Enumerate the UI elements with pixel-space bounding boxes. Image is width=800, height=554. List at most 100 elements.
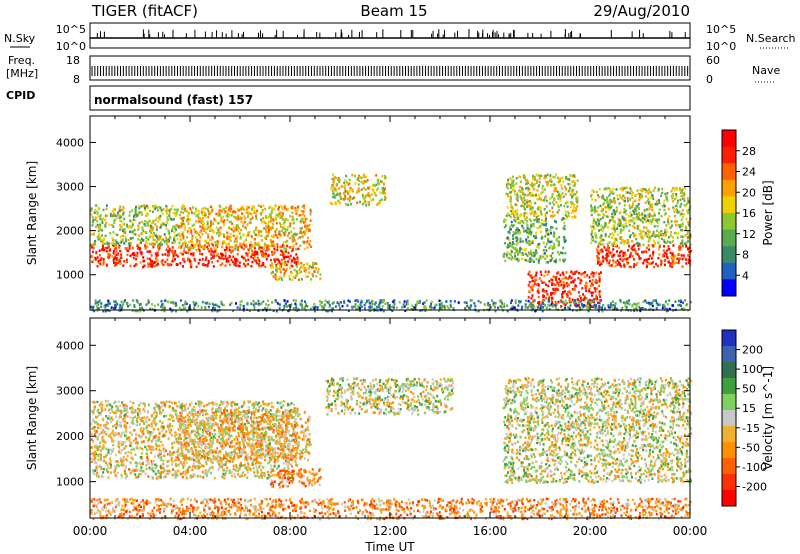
power-cell — [334, 201, 337, 204]
power-cell — [257, 232, 260, 235]
power-cell — [275, 213, 278, 217]
power-cell — [635, 263, 638, 267]
power-cell — [541, 309, 544, 313]
power-cell — [262, 262, 265, 265]
power-cell — [260, 302, 263, 305]
power-cell — [173, 240, 176, 243]
power-cell — [627, 249, 629, 252]
power-cell — [339, 201, 342, 205]
power-cell — [424, 305, 427, 308]
power-cell — [179, 217, 182, 220]
power-cell — [142, 239, 145, 242]
power-cell — [529, 274, 532, 277]
power-cell — [202, 207, 205, 210]
power-cell — [115, 263, 118, 266]
power-cell — [141, 308, 144, 311]
power-cell — [96, 235, 99, 239]
power-cell — [273, 258, 276, 261]
power-cell — [283, 247, 286, 251]
power-cell — [119, 228, 122, 231]
power-cell — [221, 220, 224, 223]
power-cell — [228, 238, 231, 241]
power-cell — [333, 179, 335, 182]
power-cell — [161, 243, 164, 246]
power-cell — [304, 230, 307, 233]
power-cell — [569, 174, 572, 177]
power-cell — [182, 252, 184, 256]
power-cell — [637, 247, 640, 251]
power-cell — [106, 304, 109, 307]
power-cell — [264, 265, 267, 268]
power-colorbar-label: Power [dB] — [761, 180, 775, 245]
power-cell — [547, 303, 550, 307]
power-cell — [358, 179, 360, 183]
power-cell — [528, 303, 531, 307]
power-cell — [100, 302, 103, 305]
power-cell — [626, 238, 629, 242]
power-cell — [345, 203, 348, 206]
power-cell — [107, 242, 110, 245]
power-cell — [241, 212, 244, 215]
power-cell — [646, 246, 648, 250]
power-cell — [275, 218, 278, 221]
power-cell — [666, 191, 669, 195]
power-cell — [194, 259, 197, 262]
power-cell — [268, 220, 271, 224]
power-cell — [505, 214, 508, 218]
power-cell — [592, 275, 595, 278]
power-cell — [313, 310, 316, 313]
power-cell — [633, 235, 636, 238]
power-cell — [228, 206, 231, 210]
power-cell — [300, 304, 303, 307]
power-cell — [182, 231, 185, 234]
power-cell — [602, 304, 605, 307]
power-cell — [302, 210, 305, 213]
power-cell — [247, 258, 250, 261]
power-cell — [280, 234, 283, 238]
power-cell — [513, 211, 516, 214]
power-cell — [592, 239, 595, 242]
power-cell — [99, 236, 102, 239]
power-cell — [303, 206, 306, 210]
power-cell — [605, 187, 608, 190]
power-cell — [544, 245, 547, 248]
power-cell — [343, 299, 345, 303]
power-cell — [633, 309, 636, 313]
power-cell — [564, 193, 567, 196]
power-cell — [174, 250, 177, 253]
power-cell — [613, 224, 616, 227]
power-cell — [517, 231, 520, 235]
power-cell — [571, 180, 574, 183]
power-cell — [645, 265, 648, 269]
power-cell — [563, 280, 566, 284]
power-cell — [570, 201, 573, 204]
power-cell — [211, 236, 214, 240]
power-cell — [598, 229, 601, 232]
power-cell — [554, 278, 557, 281]
power-cell — [313, 262, 315, 266]
power-cell — [313, 270, 316, 273]
power-cell — [184, 227, 187, 230]
power-cell — [440, 304, 443, 308]
power-cell — [104, 246, 107, 250]
power-cell — [246, 254, 249, 258]
power-cell — [665, 241, 668, 245]
power-cell — [521, 240, 524, 243]
power-cell — [304, 224, 307, 227]
power-cell — [531, 279, 534, 283]
power-cell — [624, 301, 627, 305]
power-cell — [218, 227, 221, 230]
power-cell — [681, 244, 684, 248]
power-cell — [96, 301, 99, 304]
power-cell — [148, 230, 151, 233]
power-cell — [418, 301, 421, 304]
power-cell — [232, 210, 234, 214]
power-cell — [182, 222, 185, 225]
power-cell — [334, 194, 337, 197]
power-cell — [201, 216, 204, 220]
power-cell — [618, 236, 621, 239]
power-cell — [560, 281, 563, 284]
power-cell — [640, 197, 643, 200]
power-cell — [642, 306, 645, 310]
power-cell — [186, 217, 189, 221]
